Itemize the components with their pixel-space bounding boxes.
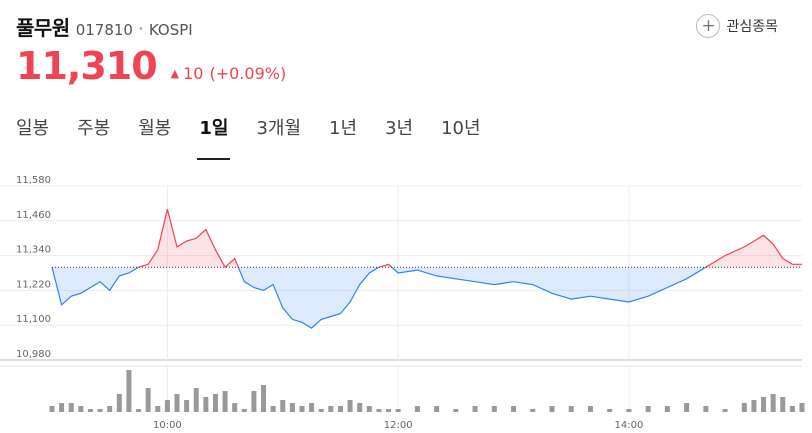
volume-bar	[751, 400, 757, 412]
volume-bar	[193, 388, 199, 412]
volume-bar	[251, 391, 257, 412]
period-tabs: 일봉 주봉 월봉 1일 3개월 1년 3년 10년	[16, 114, 509, 160]
add-watchlist-button[interactable]: + 관심종목	[696, 14, 778, 38]
market-name: KOSPI	[148, 21, 193, 39]
plus-icon: +	[696, 14, 721, 38]
intraday-chart: 11,580 11,460 11,340 11,220 11,100 10,980 10:0…	[0, 175, 805, 431]
tab-1year[interactable]: 1년	[329, 118, 358, 139]
y-tick-label: 11,220	[16, 279, 51, 290]
volume-bar	[280, 400, 286, 412]
volume-bar	[789, 406, 795, 412]
volume-bar	[347, 400, 353, 412]
x-tick-label: 14:00	[615, 420, 644, 431]
volume-bar	[126, 370, 132, 412]
volume-bar	[703, 406, 709, 412]
tab-monthly[interactable]: 월봉	[138, 118, 172, 139]
tab-3year[interactable]: 3년	[385, 118, 414, 139]
volume-bar	[626, 409, 632, 412]
tab-daily[interactable]: 일봉	[16, 118, 50, 139]
volume-bar	[309, 403, 315, 412]
tab-3month[interactable]: 3개월	[256, 118, 302, 139]
volume-bar	[770, 394, 776, 412]
volume-bar	[232, 403, 238, 412]
x-tick-label: 12:00	[384, 420, 413, 431]
stock-code: 017810	[75, 21, 133, 39]
tab-1day[interactable]: 1일	[197, 114, 231, 160]
volume-bar	[376, 409, 382, 412]
volume-bar	[684, 403, 690, 412]
volume-bar	[366, 406, 372, 412]
volume-bar	[491, 406, 497, 412]
volume-bar	[453, 409, 459, 412]
volume-bar	[136, 409, 142, 412]
volume-bar	[78, 406, 84, 412]
volume-bar	[741, 403, 747, 412]
price-line-up	[52, 209, 802, 268]
volume-bar	[289, 403, 295, 412]
volume-bar	[780, 397, 786, 412]
volume-bar	[530, 409, 536, 412]
watchlist-label: 관심종목	[726, 19, 778, 35]
volume-bar	[241, 409, 247, 412]
volume-bar	[174, 394, 180, 412]
volume-bar	[664, 406, 670, 412]
up-triangle-icon: ▲	[170, 67, 180, 80]
tab-weekly[interactable]: 주봉	[77, 118, 111, 139]
volume-bar	[270, 406, 276, 412]
volume-bar	[386, 409, 392, 412]
volume-bar	[164, 400, 170, 412]
volume-bar	[116, 394, 122, 412]
stock-header: 풀무원 017810 • KOSPI	[16, 12, 193, 40]
tab-10year[interactable]: 10년	[441, 118, 481, 139]
y-tick-label: 10,980	[16, 349, 51, 360]
volume-bar	[328, 406, 334, 412]
volume-bar	[59, 403, 65, 412]
volume-bar	[472, 406, 478, 412]
change-percent: (+0.09%)	[209, 64, 287, 83]
x-tick-label: 10:00	[153, 420, 182, 431]
volume-bar	[645, 406, 651, 412]
volume-bar	[261, 385, 267, 412]
price-line-down	[51, 267, 708, 329]
volume-bar	[761, 397, 767, 412]
volume-bar	[222, 391, 228, 412]
price-row: 11,310 ▲ 10 (+0.09%)	[16, 44, 286, 88]
volume-bar	[799, 403, 805, 412]
volume-bar	[722, 409, 728, 412]
volume-bar	[568, 406, 574, 412]
volume-bar	[155, 406, 161, 412]
volume-bar	[414, 406, 420, 412]
volume-bar	[434, 406, 440, 412]
volume-bar	[145, 388, 151, 412]
volume-bar	[107, 406, 113, 412]
change-amount: 10	[183, 64, 204, 83]
volume-bar	[212, 394, 218, 412]
volume-bar	[97, 409, 103, 412]
volume-bar	[318, 409, 324, 412]
current-price: 11,310	[16, 44, 158, 88]
price-change: ▲ 10 (+0.09%)	[171, 64, 287, 83]
volume-bar	[68, 403, 74, 412]
volume-bar	[49, 406, 55, 412]
area-below-baseline	[52, 267, 802, 329]
separator-dot: •	[137, 24, 144, 35]
volume-bar	[87, 409, 93, 412]
volume-bar	[203, 397, 209, 412]
y-tick-label: 11,460	[16, 210, 51, 221]
volume-bar	[395, 409, 401, 412]
volume-bar	[587, 406, 593, 412]
volume-bar	[549, 406, 555, 412]
area-above-baseline	[138, 209, 802, 268]
volume-bar	[184, 400, 190, 412]
volume-bar	[357, 403, 363, 412]
stock-name: 풀무원	[16, 16, 70, 40]
y-tick-label: 11,100	[16, 314, 51, 325]
y-tick-label: 11,580	[16, 175, 51, 186]
volume-bar	[337, 406, 343, 412]
volume-bar	[299, 406, 305, 412]
volume-bar	[511, 406, 517, 412]
y-tick-label: 11,340	[16, 245, 51, 256]
volume-bar	[607, 409, 613, 412]
